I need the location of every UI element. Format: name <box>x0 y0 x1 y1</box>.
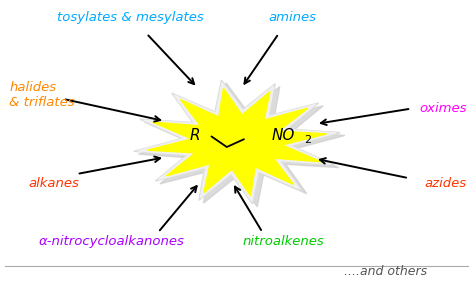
Text: azides: azides <box>425 177 467 190</box>
Text: alkanes: alkanes <box>28 177 79 190</box>
Text: tosylates & mesylates: tosylates & mesylates <box>57 11 203 24</box>
Text: α-nitrocycloalkanones: α-nitrocycloalkanones <box>39 235 184 248</box>
Text: halides
& triflates: halides & triflates <box>9 81 75 109</box>
Text: nitroalkenes: nitroalkenes <box>243 235 324 248</box>
Text: amines: amines <box>269 11 317 24</box>
Text: 2: 2 <box>304 135 311 145</box>
Text: NO: NO <box>272 128 295 143</box>
Text: R: R <box>190 128 201 143</box>
Text: ....and others: ....and others <box>344 265 427 278</box>
Polygon shape <box>147 88 327 196</box>
Polygon shape <box>134 80 340 204</box>
Polygon shape <box>138 83 336 201</box>
Polygon shape <box>138 83 345 207</box>
Text: oximes: oximes <box>419 102 467 115</box>
